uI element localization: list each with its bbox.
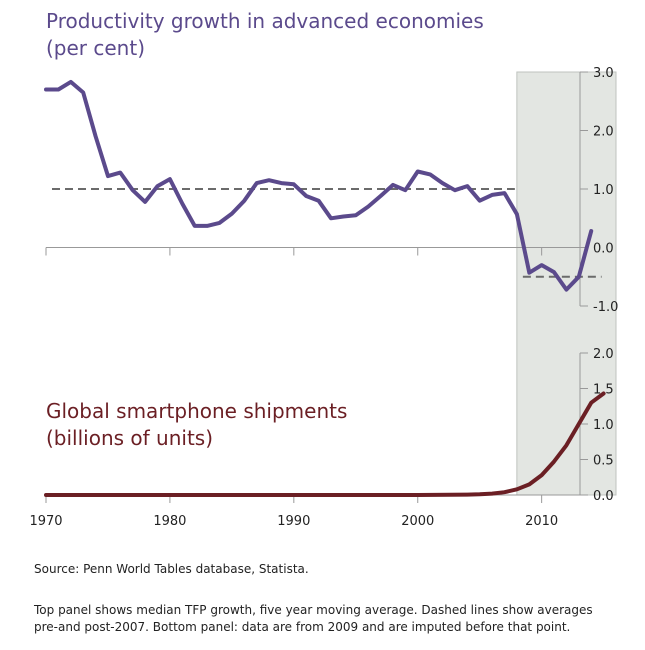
top-chart-title-line-2: (per cent) — [46, 36, 146, 60]
source-note: Source: Penn World Tables database, Stat… — [34, 562, 309, 576]
bottom-x-tick-label-1980: 1980 — [153, 514, 186, 529]
top-y-tick-label-4: -1.0 — [593, 300, 618, 315]
smartphone-series-line — [44, 391, 606, 497]
bottom-y-tick-label-4: 0.0 — [593, 489, 614, 504]
bottom-y-tick-label-3: 0.5 — [593, 454, 614, 469]
bottom-x-tick-label-1970: 1970 — [29, 514, 62, 529]
footnote: Top panel shows median TFP growth, five … — [34, 602, 634, 636]
bottom-x-tick-label-1990: 1990 — [277, 514, 310, 529]
bottom-y-tick-label-2: 1.0 — [593, 418, 614, 433]
bottom-x-tick-label-2000: 2000 — [401, 514, 434, 529]
bottom-y-tick-label-0: 2.0 — [593, 347, 614, 362]
footnote-line-1: Top panel shows median TFP growth, five … — [34, 603, 593, 617]
top-y-tick-label-1: 2.0 — [593, 125, 614, 140]
top-y-tick-label-3: 0.0 — [593, 242, 614, 257]
shaded-region-post-2008 — [516, 71, 617, 496]
bottom-x-tick-label-2010: 2010 — [525, 514, 558, 529]
bottom-chart-title-line-2: (billions of units) — [46, 426, 214, 450]
bottom-chart-title: Global smartphone shipments (billions of… — [46, 398, 347, 452]
bottom-y-tick-label-1: 1.5 — [593, 383, 614, 398]
productivity-series-line — [44, 79, 594, 292]
footnote-line-2: pre-and post-2007. Bottom panel: data ar… — [34, 620, 571, 634]
top-y-tick-label-2: 1.0 — [593, 183, 614, 198]
top-chart-title-line-1: Productivity growth in advanced economie… — [46, 9, 484, 33]
top-y-tick-label-0: 3.0 — [593, 66, 614, 81]
bottom-chart-title-line-1: Global smartphone shipments — [46, 399, 348, 423]
top-chart-title: Productivity growth in advanced economie… — [46, 8, 484, 62]
